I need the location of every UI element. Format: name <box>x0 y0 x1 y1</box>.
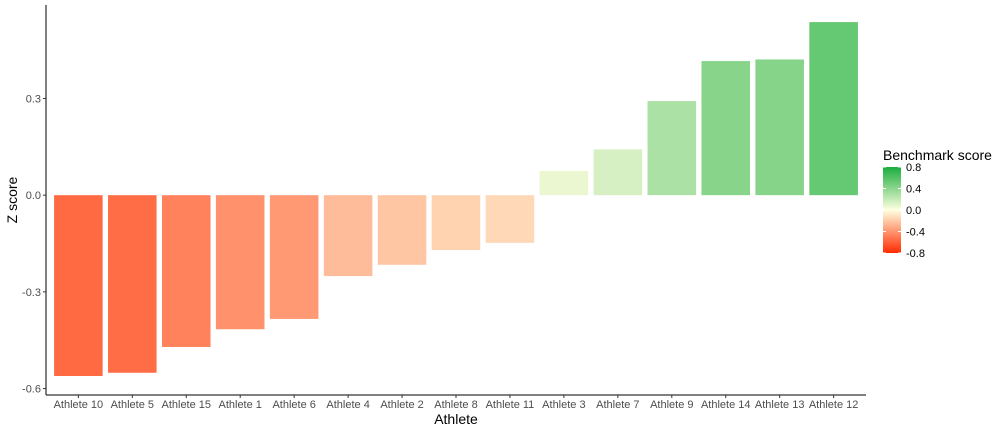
x-tick-label: Athlete 5 <box>111 399 154 411</box>
bar-athlete-2 <box>377 195 427 265</box>
bar-athlete-9 <box>647 101 697 196</box>
y-tick-label: 0.0 <box>26 190 41 202</box>
bar-athlete-12 <box>809 22 858 196</box>
x-tick-label: Athlete 1 <box>218 399 261 411</box>
legend-label: -0.4 <box>906 227 925 239</box>
y-ticks-group: -0.6 -0.3 0.0 0.3 <box>22 93 46 396</box>
x-tick-label: Athlete 8 <box>434 399 477 411</box>
bar-athlete-15 <box>161 195 211 347</box>
x-tick-label: Athlete 4 <box>326 399 369 411</box>
bar-athlete-5 <box>108 195 157 373</box>
x-tick-label: Athlete 3 <box>542 399 585 411</box>
x-tick-label: Athlete 14 <box>701 399 751 411</box>
legend-colorbar <box>883 167 901 253</box>
legend-label: 0.0 <box>906 205 921 217</box>
x-tick-label: Athlete 11 <box>486 399 535 411</box>
x-tick-label: Athlete 9 <box>650 399 693 411</box>
bar-athlete-1 <box>215 195 265 330</box>
x-tick-label: Athlete 10 <box>54 399 104 411</box>
x-axis-title: Athlete <box>434 411 478 427</box>
bar-athlete-11 <box>485 195 535 243</box>
x-tick-label: Athlete 15 <box>161 399 211 411</box>
bar-athlete-10 <box>54 195 103 376</box>
y-axis-title: Z score <box>4 176 20 223</box>
x-tick-label: Athlete 6 <box>272 399 315 411</box>
bar-athlete-14 <box>701 61 751 196</box>
bar-athlete-3 <box>539 170 589 196</box>
bar-athlete-4 <box>323 195 373 277</box>
legend-labels-group: 0.8 0.4 0.0 -0.4 -0.8 <box>883 162 925 260</box>
x-tick-label: Athlete 12 <box>809 399 859 411</box>
bar-athlete-13 <box>755 59 804 196</box>
bars-group <box>54 22 858 376</box>
x-tick-label: Athlete 2 <box>380 399 423 411</box>
legend-title: Benchmark score <box>883 147 992 163</box>
y-tick-label: -0.3 <box>22 287 41 299</box>
bar-athlete-6 <box>269 195 319 319</box>
legend-label: 0.8 <box>906 162 921 174</box>
y-tick-label: -0.6 <box>22 384 41 396</box>
legend: Benchmark score 0.8 0.4 0.0 -0.4 -0.8 <box>883 147 992 260</box>
bar-athlete-7 <box>593 149 643 196</box>
x-ticks-group: Athlete 10 Athlete 5 Athlete 15 Athlete 1 At… <box>54 395 859 411</box>
x-tick-label: Athlete 7 <box>596 399 639 411</box>
x-tick-label: Athlete 13 <box>755 399 805 411</box>
y-tick-label: 0.3 <box>26 93 41 105</box>
legend-label: -0.8 <box>906 248 925 260</box>
bar-athlete-8 <box>431 195 481 250</box>
legend-label: 0.4 <box>906 184 921 196</box>
